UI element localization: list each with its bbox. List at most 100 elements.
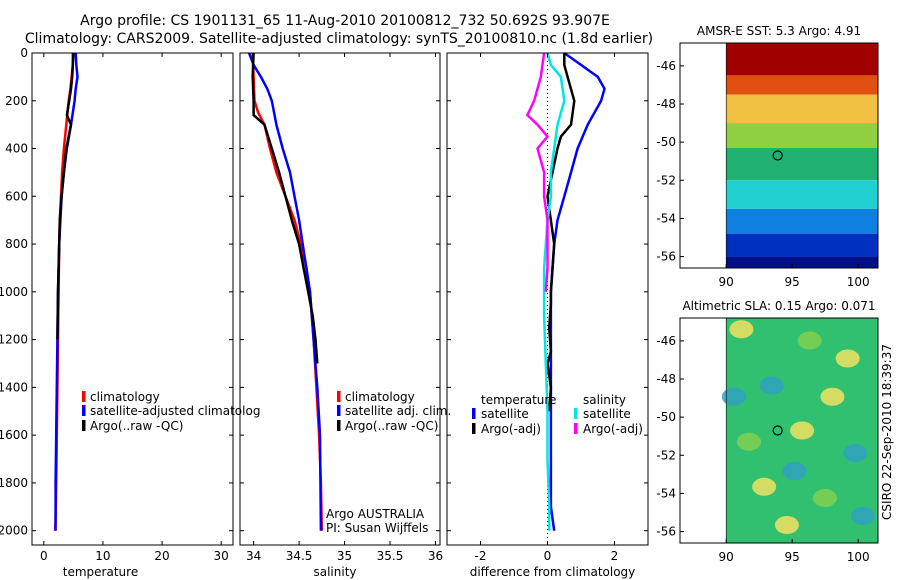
y-tick-label: -56 [656, 250, 676, 264]
argo-location-marker [772, 150, 783, 161]
x-tick-label: 0 [40, 549, 48, 563]
legend-swatch-4 [574, 423, 578, 434]
legend-label-3: Argo(..raw -QC) [345, 419, 438, 433]
legend-label-2: Argo(-adj) [481, 422, 541, 436]
y-tick-label: -50 [656, 410, 676, 424]
legend-swatch-3 [574, 408, 578, 419]
x-tick-label: 35.5 [377, 549, 404, 563]
legend-title-temperature: temperature [481, 393, 556, 407]
legend-swatch-3 [82, 420, 86, 431]
y-tick-label: -56 [656, 525, 676, 539]
sla_map-frame [679, 317, 879, 544]
sst-band-3 [726, 94, 878, 124]
x-tick-label: 95 [785, 550, 800, 564]
sla-map-panel: -46 -48 -50 -52 -54 -56 90 95 100 Altimetric SLA:… [656, 299, 879, 564]
temperature-frame [31, 52, 234, 546]
x-tick-label: -2 [475, 549, 487, 563]
sla-patch-14 [782, 462, 807, 480]
x-tick-label: 30 [214, 549, 229, 563]
difference-series-4 [526, 52, 549, 292]
sla-patch-11 [774, 516, 799, 534]
difference-series-1 [549, 51, 606, 531]
sla-patch-10 [812, 489, 837, 507]
y-tick-label: -54 [656, 211, 676, 225]
x-tick-label: 95 [785, 275, 800, 289]
legend-label-2: satellite adj. clim. [345, 404, 451, 418]
legend-label-1: climatology [345, 390, 415, 404]
legend-label-3: Argo(..raw -QC) [90, 419, 183, 433]
legend-label-4: Argo(-adj) [583, 422, 643, 436]
sla-patch-5 [820, 387, 845, 406]
salinity-frame [239, 52, 441, 546]
sst-band-7 [726, 208, 878, 234]
sla-patch-3 [835, 349, 860, 368]
sla-patch-6 [736, 432, 761, 451]
sla_map-title: Altimetric SLA: 0.15 Argo: 0.071 [682, 299, 875, 313]
y-tick-label: 800 [5, 237, 28, 251]
difference-series-3 [542, 52, 566, 531]
temperature-series-3 [56, 52, 75, 340]
legend-label-1: climatology [90, 390, 160, 404]
x-tick-label: 34 [246, 549, 261, 563]
difference-plot: -2 0 2 difference from climatology temperatu… [446, 51, 649, 579]
y-tick-label: -52 [656, 448, 676, 462]
legend-swatch-1 [337, 391, 341, 402]
sla-patch-7 [790, 421, 815, 440]
temperature-xlabel: temperature [63, 565, 138, 579]
sla-patch-1 [729, 320, 754, 339]
salinity-xlabel: salinity [313, 565, 356, 579]
sla-patch-2 [797, 331, 822, 350]
legend-label-1: satellite [481, 407, 529, 421]
y-tick-label: 0 [20, 46, 28, 60]
sst-band-6 [726, 180, 878, 209]
salinity-series-2 [247, 52, 323, 531]
y-tick-label: 1600 [0, 428, 28, 442]
sst-map-plot: -46 -48 -50 -52 -54 -56 90 95 100 AMSR-E SST: 5.3… [656, 24, 879, 289]
timestamp-label: CSIRO 22-Sep-2010 18:39:37 [880, 344, 894, 520]
y-tick-label: 600 [5, 189, 28, 203]
sla-patch-12 [850, 507, 875, 525]
title-line-1: Argo profile: CS 1901131_65 11-Aug-2010 … [80, 13, 610, 29]
sst-band-1 [726, 43, 878, 76]
sla-patch-4 [759, 376, 784, 395]
argo-location-marker [772, 425, 783, 436]
y-tick-label: 1800 [0, 476, 28, 490]
annotation-operator: Argo AUSTRALIA [326, 507, 425, 521]
legend-swatch-2 [472, 423, 476, 434]
legend-swatch-2 [82, 405, 86, 416]
legend-label-3: satellite [583, 407, 631, 421]
x-tick-label: 10 [95, 549, 110, 563]
sst-map-panel: -46 -48 -50 -52 -54 -56 90 95 100 AMSR-E SST: 5.3… [656, 24, 879, 289]
sla-patch-13 [721, 387, 746, 406]
temperature-plot: 0 10 20 30 0 200 400 600 800 1000 1200 1400 1600 1800… [0, 46, 260, 579]
sla-patch-8 [843, 444, 868, 462]
sst_map-frame [679, 42, 879, 269]
sst-band-5 [726, 147, 878, 181]
y-tick-label: -52 [656, 173, 676, 187]
salinity-series-3 [251, 52, 319, 364]
salinity-panel: 34 34.5 35 35.5 36 salinity climatologysatelli… [239, 52, 451, 579]
x-tick-label: 36 [428, 549, 443, 563]
x-tick-label: 90 [719, 550, 734, 564]
y-tick-label: 400 [5, 142, 28, 156]
y-tick-label: 2000 [0, 524, 28, 538]
sst-band-9 [726, 256, 878, 268]
sst-band-2 [726, 75, 878, 95]
y-tick-label: 1000 [0, 285, 28, 299]
sla-map-plot: -46 -48 -50 -52 -54 -56 90 95 100 Altimetric SLA:… [656, 299, 879, 564]
x-tick-label: 35 [337, 549, 352, 563]
difference-series-2 [546, 53, 576, 412]
sst-band-4 [726, 123, 878, 148]
legend-title-salinity: salinity [583, 393, 626, 407]
x-tick-label: 0 [544, 549, 552, 563]
annotation-pi: PI: Susan Wijffels [326, 521, 428, 535]
difference-panel: -2 0 2 difference from climatology temperatu… [446, 51, 649, 579]
x-tick-label: 100 [847, 275, 870, 289]
y-tick-label: 200 [5, 94, 28, 108]
salinity-plot: 34 34.5 35 35.5 36 salinity climatologysatelli… [239, 52, 451, 579]
y-tick-label: -46 [656, 59, 676, 73]
y-tick-label: -48 [656, 97, 676, 111]
sst-band-8 [726, 233, 878, 257]
sst_map-title: AMSR-E SST: 5.3 Argo: 4.91 [697, 24, 861, 38]
